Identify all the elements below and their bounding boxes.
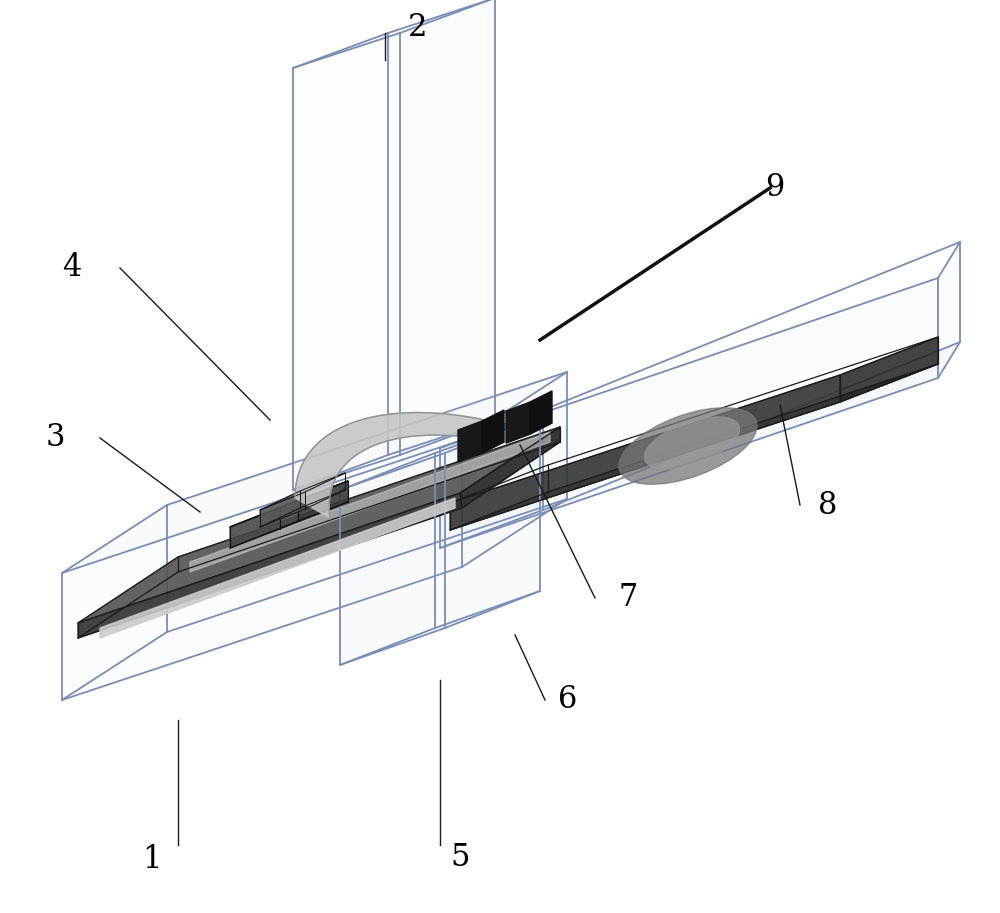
Polygon shape	[840, 337, 938, 402]
Polygon shape	[78, 493, 462, 638]
Polygon shape	[530, 391, 552, 434]
Polygon shape	[260, 492, 305, 527]
Text: 8: 8	[818, 489, 838, 520]
Ellipse shape	[619, 408, 757, 484]
Polygon shape	[462, 372, 567, 567]
Ellipse shape	[644, 417, 740, 469]
Polygon shape	[100, 498, 455, 638]
Polygon shape	[450, 375, 840, 530]
Polygon shape	[230, 481, 348, 527]
Polygon shape	[388, 0, 495, 455]
Polygon shape	[506, 402, 530, 443]
Polygon shape	[506, 423, 552, 443]
Polygon shape	[260, 473, 345, 510]
Polygon shape	[293, 33, 388, 490]
Polygon shape	[458, 442, 504, 462]
Text: 4: 4	[62, 253, 82, 284]
Polygon shape	[295, 413, 500, 518]
Polygon shape	[440, 278, 938, 548]
Polygon shape	[62, 372, 567, 573]
Polygon shape	[62, 440, 462, 700]
Polygon shape	[938, 242, 960, 378]
Polygon shape	[482, 410, 504, 453]
Text: 2: 2	[408, 13, 428, 44]
Text: 3: 3	[45, 423, 65, 454]
Polygon shape	[78, 427, 560, 623]
Polygon shape	[458, 421, 482, 462]
Text: 5: 5	[450, 843, 470, 874]
Text: 6: 6	[558, 685, 578, 716]
Polygon shape	[460, 427, 560, 508]
Polygon shape	[298, 481, 348, 521]
Polygon shape	[190, 432, 550, 572]
Polygon shape	[230, 500, 298, 548]
Polygon shape	[293, 0, 495, 68]
Polygon shape	[435, 416, 540, 628]
Polygon shape	[340, 453, 435, 665]
Polygon shape	[340, 591, 540, 665]
Polygon shape	[450, 364, 938, 530]
Text: 7: 7	[618, 582, 638, 614]
Polygon shape	[440, 342, 960, 548]
Text: 9: 9	[765, 173, 785, 204]
Text: 1: 1	[142, 845, 162, 876]
